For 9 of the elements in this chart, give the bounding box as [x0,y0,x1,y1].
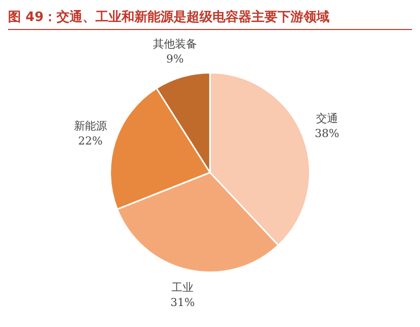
data-label: 22% [78,134,103,148]
slice-label: 新能源 [74,120,107,132]
slice-label: 交通 [316,112,338,126]
slice-label: 其他装备 [152,38,197,51]
data-label: 9% [166,52,184,66]
chart-title: 图 49：交通、工业和新能源是超级电容器主要下游领域 [8,8,412,30]
data-label: 38% [314,127,340,140]
slice-label: 工业 [172,281,194,294]
data-label: 31% [170,296,195,310]
